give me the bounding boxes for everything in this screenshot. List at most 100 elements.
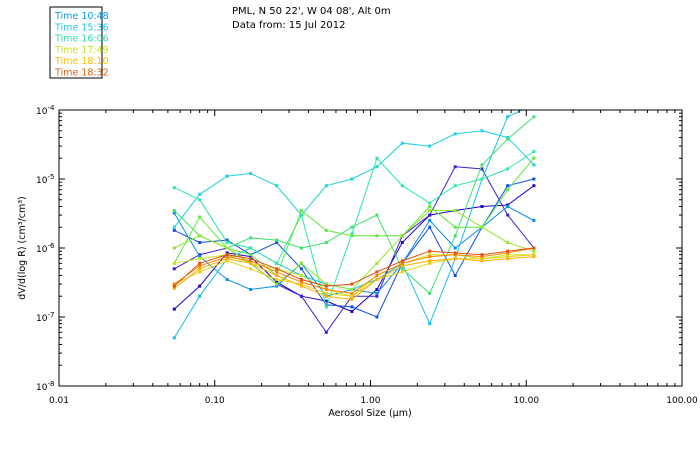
data-point — [428, 225, 432, 229]
data-point — [506, 137, 510, 141]
data-point — [428, 259, 432, 263]
data-point — [350, 294, 354, 298]
data-point — [198, 264, 202, 268]
data-point — [299, 267, 303, 271]
data-point — [532, 184, 536, 188]
data-point — [375, 291, 379, 295]
data-point — [198, 253, 202, 257]
series-line — [173, 116, 535, 295]
data-point — [198, 261, 202, 265]
data-point — [198, 234, 202, 238]
y-tick-label: 10-6 — [36, 242, 55, 255]
data-point — [198, 270, 202, 274]
data-point — [324, 282, 328, 286]
data-point — [350, 297, 354, 301]
data-point — [324, 299, 328, 303]
series-13 — [172, 255, 536, 301]
data-point — [249, 253, 253, 257]
data-point — [275, 238, 279, 242]
data-point — [275, 184, 279, 188]
data-point — [428, 253, 432, 257]
data-point — [275, 267, 279, 271]
y-tick-label: 10-8 — [36, 380, 54, 393]
data-point — [172, 209, 176, 212]
data-point — [480, 255, 484, 259]
data-point — [299, 261, 303, 265]
data-point — [249, 172, 253, 175]
data-point — [532, 156, 536, 160]
header-date: Data from: 15 Jul 2012 — [232, 20, 345, 31]
data-point — [198, 294, 202, 298]
data-point — [275, 280, 279, 284]
data-point — [453, 251, 457, 255]
data-point — [375, 261, 379, 265]
data-point — [350, 282, 354, 286]
data-point — [375, 234, 379, 238]
data-point — [375, 294, 379, 298]
data-point — [480, 253, 484, 257]
data-point — [453, 274, 457, 277]
data-point — [428, 261, 432, 265]
data-point — [400, 261, 404, 265]
data-point — [324, 241, 328, 244]
series-5 — [172, 103, 535, 340]
data-point — [375, 270, 379, 274]
data-point — [172, 336, 176, 340]
data-point — [198, 257, 202, 261]
data-point — [324, 184, 328, 188]
data-point — [480, 163, 484, 167]
data-point — [532, 103, 535, 106]
data-point — [198, 284, 202, 288]
x-tick-label: 0.01 — [49, 396, 69, 406]
data-point — [400, 267, 404, 271]
plot-frame — [58, 109, 683, 387]
data-point — [532, 150, 536, 153]
legend-entry: Time 16:06 — [54, 34, 109, 45]
data-point — [480, 259, 484, 263]
data-point — [453, 184, 457, 188]
data-point — [172, 282, 176, 286]
data-point — [225, 246, 229, 250]
data-point — [198, 241, 202, 244]
data-point — [225, 278, 229, 281]
data-point — [532, 163, 536, 167]
data-point — [506, 251, 510, 255]
data-point — [350, 234, 354, 238]
data-point — [198, 267, 202, 271]
data-point — [453, 246, 457, 250]
legend-entry: Time 17:49 — [54, 45, 109, 56]
series-2 — [172, 165, 536, 334]
data-point — [172, 261, 176, 265]
plot-area — [172, 103, 536, 340]
data-point — [428, 201, 432, 205]
series-4 — [172, 205, 536, 298]
data-point — [428, 291, 432, 295]
y-tick-label: 10-7 — [36, 311, 54, 324]
x-tick-label: 0.10 — [205, 396, 225, 406]
data-point — [506, 188, 510, 192]
data-point — [506, 213, 510, 217]
series-line — [173, 110, 524, 339]
data-point — [172, 307, 176, 311]
header-location: PML, N 50 22', W 04 08', Alt 0m — [232, 6, 391, 17]
y-tick-label: 10-5 — [36, 173, 54, 186]
data-point — [275, 274, 279, 277]
data-point — [375, 288, 379, 291]
data-point — [375, 278, 379, 281]
data-point — [350, 310, 354, 313]
data-point — [400, 141, 404, 145]
data-point — [324, 288, 328, 291]
data-point — [428, 249, 432, 253]
data-point — [375, 156, 379, 160]
data-point — [506, 184, 510, 188]
data-point — [453, 165, 457, 169]
legend-entry: Time 18:10 — [54, 56, 109, 67]
data-point — [299, 278, 303, 281]
data-point — [198, 198, 202, 202]
data-point — [506, 255, 510, 259]
data-point — [249, 288, 253, 291]
data-point — [225, 241, 229, 244]
data-point — [172, 186, 176, 190]
data-point — [532, 246, 536, 250]
data-point — [506, 115, 510, 119]
